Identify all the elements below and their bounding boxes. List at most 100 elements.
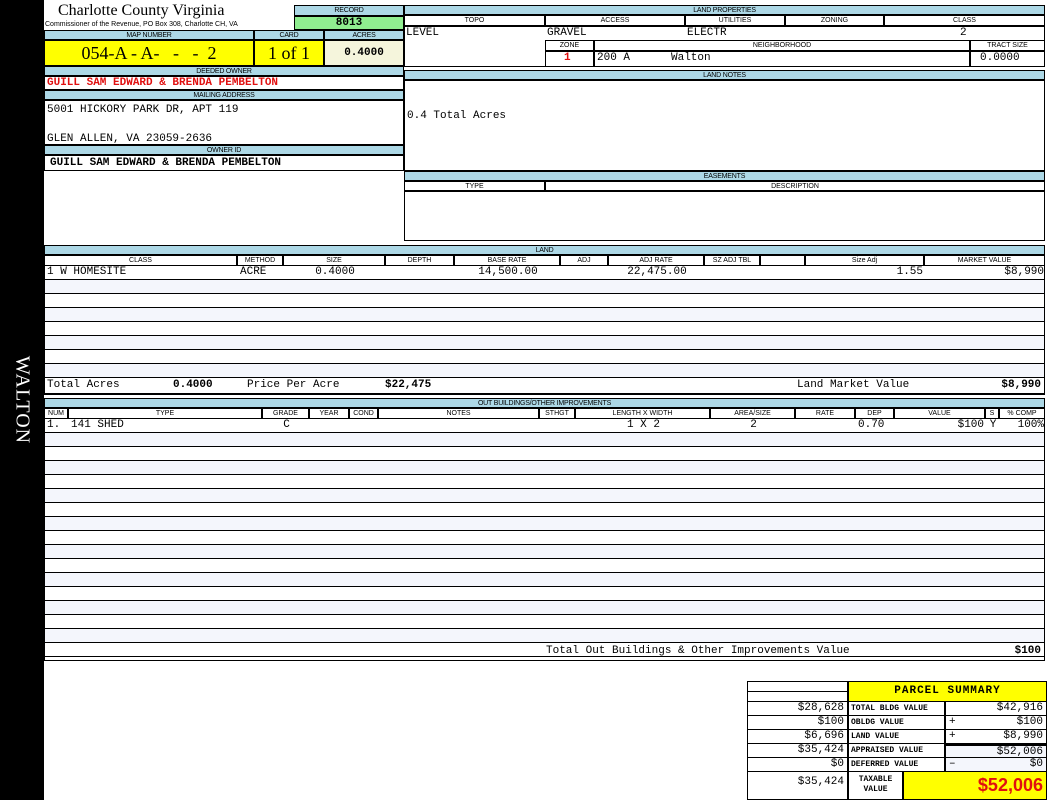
table-row [44, 531, 1045, 545]
summary-left-value: $100 [747, 715, 848, 730]
zone-value: 1 [564, 52, 571, 64]
map-number-label: MAP NUMBER [44, 30, 254, 40]
table-row [44, 489, 1045, 503]
land-header: SZ ADJ TBL [704, 255, 760, 266]
total-acres: 0.4000 [173, 379, 213, 391]
outbuildings-totals: Total Out Buildings & Other Improvements… [44, 642, 1045, 661]
district-sidebar: WALTON [0, 0, 44, 800]
record-number: 8013 [294, 16, 404, 30]
land-header: SIZE [283, 255, 385, 266]
page-subtitle: Commissioner of the Revenue, PO Box 308,… [45, 21, 238, 28]
summary-left-value: $0 [747, 757, 848, 772]
table-row: 1 W HOMESITE ACRE 0.4000 14,500.00 22,475.00… [44, 266, 1045, 280]
table-row [44, 461, 1045, 475]
zone-header: ZONE [545, 40, 594, 51]
land-cell: 22,475.00 [627, 266, 687, 278]
table-row [44, 294, 1045, 308]
outbuildings-total-label: Total Out Buildings & Other Improvements… [546, 645, 850, 657]
summary-value: $42,916 [996, 702, 1043, 714]
outbuildings-cell: 0.70 [858, 419, 885, 431]
summary-label: APPRAISED VALUE [848, 743, 945, 758]
outbuildings-header: YEAR [309, 408, 349, 419]
summary-value-cell: + $100 [945, 715, 1047, 730]
table-row [44, 573, 1045, 587]
table-row [44, 629, 1045, 643]
land-header [760, 255, 805, 266]
table-row [44, 336, 1045, 350]
summary-sign: + [949, 730, 956, 742]
land-notes-label: LAND NOTES [404, 70, 1045, 80]
land-properties-label: LAND PROPERTIES [404, 5, 1045, 15]
table-row: 1. 141 SHED C 1 X 2 2 0.70 $100 Y 100% [44, 419, 1045, 433]
map-number: 054-A - A- - - 2 [44, 40, 254, 66]
mailing-address: 5001 HICKORY PARK DR, APT 119 GLEN ALLEN… [44, 100, 404, 145]
card-number: 1 of 1 [254, 40, 324, 66]
deeded-owner-label: DEEDED OWNER [44, 66, 404, 76]
summary-sign: – [949, 758, 956, 770]
neighborhood-header: NEIGHBORHOOD [594, 40, 970, 51]
total-acres-label: Total Acres [47, 379, 120, 391]
taxable-label: TAXABLE VALUE [848, 771, 903, 800]
class-value: 2 [960, 27, 967, 39]
outbuildings-header: % COMP [999, 408, 1045, 419]
zoning-header: ZONING [785, 15, 884, 26]
summary-label: TOTAL BLDG VALUE [848, 701, 945, 716]
outbuildings-cell: Y [989, 419, 997, 431]
table-row [44, 615, 1045, 629]
land-notes: 0.4 Total Acres [404, 80, 1045, 171]
outbuildings-total: $100 [1014, 645, 1041, 657]
table-row [44, 503, 1045, 517]
table-row [44, 433, 1045, 447]
tract-size-header: TRACT SIZE [970, 40, 1045, 51]
table-row [44, 601, 1045, 615]
price-per-acre: $22,475 [385, 379, 432, 391]
outbuildings-cell: 1 X 2 [626, 419, 660, 431]
outbuildings-header: S [985, 408, 999, 419]
easement-type-header: TYPE [404, 181, 545, 191]
outbuildings-header: TYPE [68, 408, 262, 419]
land-header: Size Adj [805, 255, 924, 266]
land-header: BASE RATE [454, 255, 560, 266]
land-cell: 1.55 [896, 266, 923, 278]
page-title: Charlotte County Virginia [58, 2, 225, 19]
outbuildings-cell: 2 [750, 419, 757, 431]
outbuildings-header: DEP [855, 408, 894, 419]
summary-left-value: $28,628 [747, 701, 848, 716]
outbuildings-header: GRADE [262, 408, 309, 419]
land-cell: 0.4000 [315, 266, 355, 278]
outbuildings-cell: 1. [47, 419, 61, 431]
deeded-owner: GUILL SAM EDWARD & BRENDA PEMBELTON [44, 76, 404, 90]
mailing-address-label: MAILING ADDRESS [44, 90, 404, 100]
land-market-value: $8,990 [1001, 379, 1041, 391]
land-totals: Total Acres 0.4000 Price Per Acre $22,47… [44, 378, 1045, 395]
table-row [44, 322, 1045, 336]
land-header: CLASS [44, 255, 237, 266]
zone-cell [545, 51, 594, 67]
table-row [44, 447, 1045, 461]
summary-value: $100 [1016, 716, 1043, 728]
table-row [44, 545, 1045, 559]
taxable-left: $35,424 [747, 771, 848, 800]
summary-label: DEFERRED VALUE [848, 757, 945, 772]
easements-body [404, 191, 1045, 241]
table-row [44, 475, 1045, 489]
table-row [44, 587, 1045, 601]
neighborhood-name: Walton [671, 52, 711, 64]
card-label: CARD [254, 30, 324, 40]
outbuildings-cell: 141 SHED [71, 419, 124, 431]
land-market-value-label: Land Market Value [797, 379, 910, 391]
summary-value-cell: + $8,990 [945, 729, 1047, 744]
access-header: ACCESS [545, 15, 685, 26]
neighborhood-cell [594, 51, 970, 67]
land-header: METHOD [237, 255, 283, 266]
land-cell: 14,500.00 [478, 266, 538, 278]
summary-sign: + [949, 716, 956, 728]
table-row [44, 517, 1045, 531]
district-label: WALTON [11, 355, 34, 445]
neighborhood-code: 200 A [597, 52, 631, 64]
utilities-header: UTILITIES [685, 15, 785, 26]
land-label: LAND [44, 245, 1045, 255]
outbuildings-header: NOTES [378, 408, 539, 419]
outbuildings-header: VALUE [894, 408, 985, 419]
land-cell: ACRE [240, 266, 267, 278]
